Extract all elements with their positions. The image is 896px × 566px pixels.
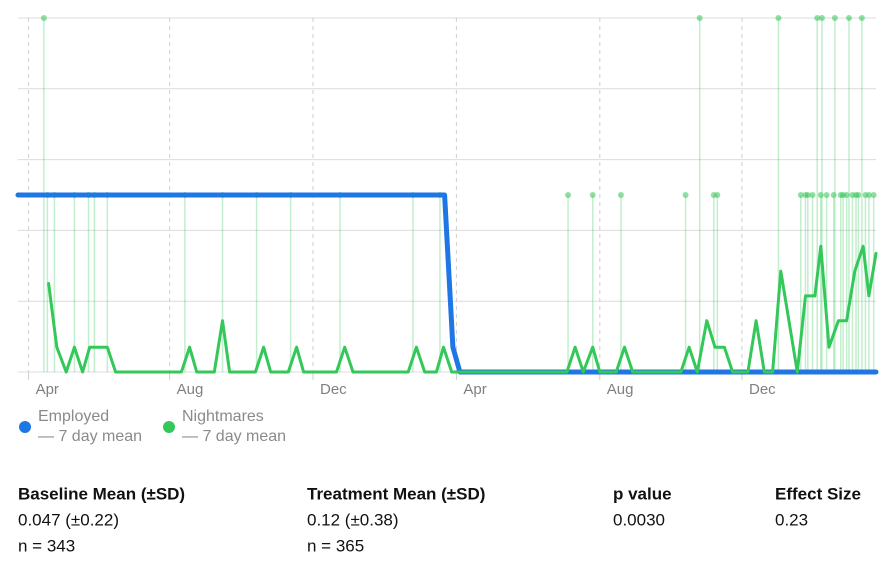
x-tick-label: Apr	[463, 381, 486, 398]
stat-n: n = 343	[18, 536, 75, 555]
legend-marker	[163, 421, 175, 433]
mean-line	[15, 192, 879, 375]
stat-value: 0.12 (±0.38)	[307, 510, 399, 529]
raw-dot	[617, 192, 624, 198]
x-tick-label: Apr	[36, 381, 59, 398]
raw-dot	[830, 192, 837, 198]
x-tick-label: Dec	[749, 381, 776, 398]
raw-dot	[714, 192, 721, 198]
raw-dot	[565, 192, 572, 198]
stats: Baseline Mean (±SD) 0.047 (±0.22) n = 343 T…	[18, 484, 861, 555]
raw-dot	[40, 15, 47, 21]
stat-value: 0.047 (±0.22)	[18, 510, 119, 529]
x-tick-label: Aug	[607, 381, 634, 398]
legend-sublabel: — 7 day mean	[182, 428, 286, 445]
legend-sublabel: — 7 day mean	[38, 428, 142, 445]
raw-dot	[818, 15, 825, 21]
stat-value: 0.0030	[613, 510, 665, 529]
stat-title: p value	[613, 484, 672, 503]
stat-title: Effect Size	[775, 484, 861, 503]
raw-dot	[865, 192, 872, 198]
raw-dot	[804, 192, 811, 198]
x-tick-label: Dec	[320, 381, 347, 398]
x-tick-label: Aug	[177, 381, 204, 398]
stat-value: 0.23	[775, 510, 808, 529]
legend-marker	[19, 421, 31, 433]
raw-dot	[817, 192, 824, 198]
raw-dot	[870, 192, 877, 198]
mean-line	[47, 244, 878, 374]
stat-title: Treatment Mean (±SD)	[307, 484, 485, 503]
raw-dot	[814, 15, 821, 21]
raw-dot	[809, 192, 816, 198]
stat-title: Baseline Mean (±SD)	[18, 484, 185, 503]
raw-dot	[682, 192, 689, 198]
legend-label: Nightmares	[182, 408, 264, 425]
raw-dot	[775, 15, 782, 21]
raw-dot	[855, 192, 862, 198]
raw-dot	[589, 192, 596, 198]
raw-dot	[831, 15, 838, 21]
raw-dot	[845, 15, 852, 21]
raw-dot	[696, 15, 703, 21]
raw-dot	[843, 192, 850, 198]
legend-label: Employed	[38, 408, 109, 425]
stat-n: n = 365	[307, 536, 364, 555]
raw-dot	[823, 192, 830, 198]
raw-dot	[797, 192, 804, 198]
raw-dot	[858, 15, 865, 21]
